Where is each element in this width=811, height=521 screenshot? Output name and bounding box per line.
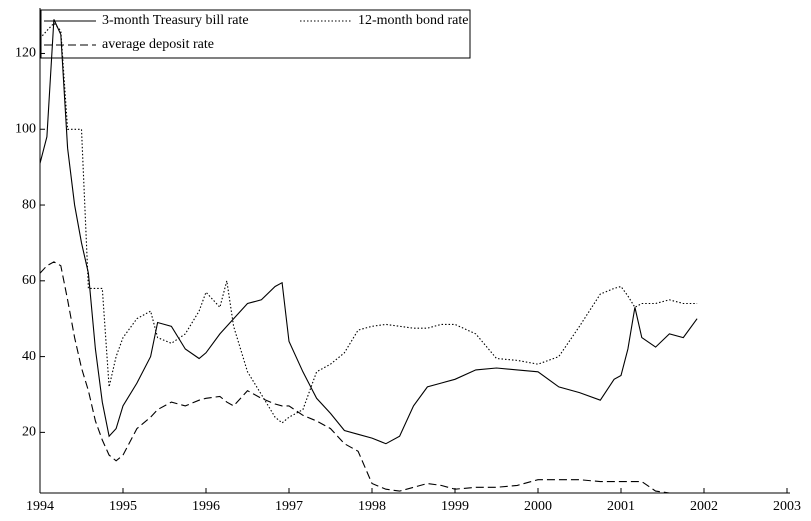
legend	[40, 9, 471, 59]
x-tick-label: 1996	[192, 499, 220, 514]
y-tick-label: 120	[15, 46, 36, 61]
x-tick-label: 1997	[275, 499, 303, 514]
x-tick-label: 1998	[358, 499, 386, 514]
x-tick-label: 1995	[109, 499, 137, 514]
y-tick-label: 60	[22, 273, 36, 288]
series-line	[39, 261, 698, 494]
y-tick-label: 100	[15, 121, 36, 136]
y-tick-label: 40	[22, 349, 36, 364]
x-tick-label: 1999	[441, 499, 469, 514]
x-tick-label: 2002	[690, 499, 718, 514]
x-tick-label: 2001	[607, 499, 635, 514]
y-tick-label: 80	[22, 197, 36, 212]
x-tick-label: 2003	[773, 499, 801, 514]
series-line	[39, 19, 698, 445]
y-tick-label: 20	[22, 425, 36, 440]
legend-label: average deposit rate	[102, 37, 214, 52]
x-tick-label: 1994	[26, 499, 54, 514]
legend-label: 12-month bond rate	[358, 13, 468, 28]
x-tick-label: 2000	[524, 499, 552, 514]
series-line	[39, 22, 698, 424]
legend-label: 3-month Treasury bill rate	[102, 13, 249, 28]
